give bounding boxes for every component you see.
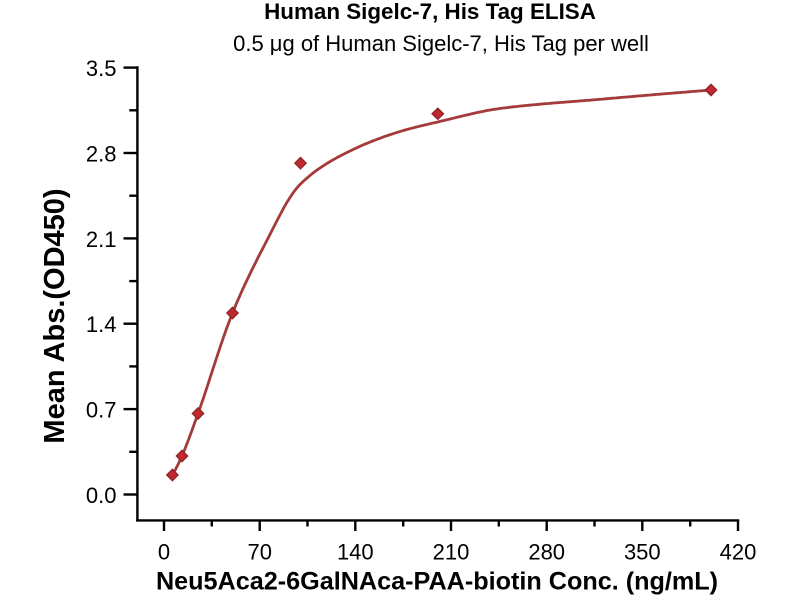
svg-text:3.5: 3.5 — [86, 56, 117, 81]
svg-text:0.0: 0.0 — [86, 483, 117, 508]
svg-text:140: 140 — [337, 540, 374, 565]
svg-text:Mean Abs.(OD450): Mean Abs.(OD450) — [39, 188, 71, 443]
svg-text:280: 280 — [528, 540, 565, 565]
svg-text:350: 350 — [624, 540, 661, 565]
svg-text:210: 210 — [433, 540, 470, 565]
svg-text:420: 420 — [720, 540, 757, 565]
svg-text:0: 0 — [158, 540, 170, 565]
svg-text:70: 70 — [247, 540, 271, 565]
svg-text:0.7: 0.7 — [86, 398, 117, 423]
svg-text:0.5 μg of Human Sigelc-7, His: 0.5 μg of Human Sigelc-7, His Tag per we… — [233, 31, 649, 56]
svg-text:2.8: 2.8 — [86, 142, 117, 167]
svg-text:2.1: 2.1 — [86, 227, 117, 252]
svg-text:Human Sigelc-7, His Tag ELISA: Human Sigelc-7, His Tag ELISA — [264, 0, 596, 24]
svg-text:1.4: 1.4 — [86, 312, 117, 337]
svg-text:Neu5Aca2-6GalNAca-PAA-biotin C: Neu5Aca2-6GalNAca-PAA-biotin Conc. (ng/m… — [156, 568, 718, 596]
